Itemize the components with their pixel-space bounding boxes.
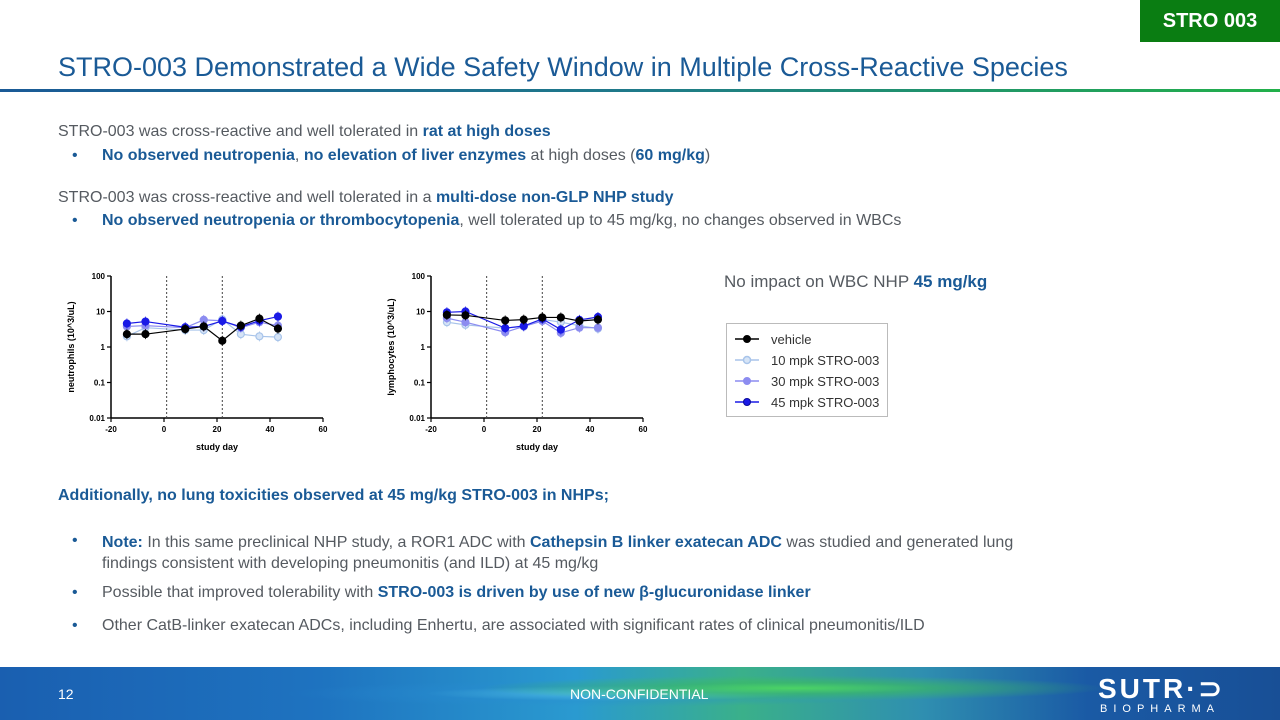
- svg-text:0.01: 0.01: [89, 414, 105, 423]
- page-title: STRO-003 Demonstrated a Wide Safety Wind…: [58, 52, 1068, 82]
- svg-text:lymphocytes (10^3/uL): lymphocytes (10^3/uL): [386, 298, 396, 395]
- svg-text:20: 20: [213, 425, 222, 434]
- svg-text:100: 100: [412, 272, 426, 281]
- wbc-caption: No impact on WBC NHP 45 mg/kg: [724, 272, 987, 292]
- svg-text:60: 60: [319, 425, 328, 434]
- svg-text:-20: -20: [105, 425, 117, 434]
- footer-banner: [0, 667, 1280, 720]
- text: In this same preclinical NHP study, a RO…: [142, 534, 530, 551]
- bold-text: No observed neutropenia or thrombocytope…: [102, 212, 460, 229]
- legend-item-30mpk: 30 mpk STRO-003: [735, 371, 879, 391]
- bold-text: Note:: [102, 534, 143, 551]
- svg-text:100: 100: [92, 272, 106, 281]
- lung-heading: Additionally, no lung toxicities observe…: [58, 487, 609, 504]
- bold-text: STRO-003 is driven by use of new β-glucu…: [377, 584, 811, 601]
- legend-marker-icon: [735, 398, 759, 406]
- bullet-dot: •: [72, 617, 78, 634]
- svg-text:10: 10: [416, 308, 425, 317]
- legend-item-45mpk: 45 mpk STRO-003: [735, 392, 879, 412]
- logo-subtitle: BIOPHARMA: [1100, 703, 1221, 715]
- text: Other CatB-linker exatecan ADCs, includi…: [102, 617, 925, 634]
- text: at high doses (: [526, 147, 636, 164]
- svg-text:0.1: 0.1: [94, 379, 106, 388]
- rat-lead-bold: rat at high doses: [422, 123, 551, 140]
- line-chart-svg: 0.01 0.1 1 10 100 -20 0 20 40 60 study day lymphocy…: [386, 272, 648, 452]
- product-tag: STRO 003: [1140, 0, 1280, 42]
- lymphocytes-chart: 0.01 0.1 1 10 100 -20 0 20 40 60 study day lymphocy…: [380, 265, 660, 465]
- svg-text:20: 20: [533, 425, 542, 434]
- wbc-caption-bold: 45 mg/kg: [913, 272, 988, 291]
- legend-marker-icon: [735, 377, 759, 385]
- neutrophils-chart: 0.01 0.1 1 10 100 -20 0 20 40 60 study day neutroph…: [60, 265, 340, 465]
- bullet-dot: •: [72, 212, 78, 229]
- bullet-dot: •: [72, 147, 78, 164]
- title-divider: [0, 89, 1280, 92]
- text: ,: [294, 147, 304, 164]
- line-chart-svg: 0.01 0.1 1 10 100 -20 0 20 40 60 study day neutroph…: [66, 272, 328, 452]
- text: , well tolerated up to 45 mg/kg, no chan…: [459, 212, 902, 229]
- text: was studied and generated lung: [781, 534, 1014, 551]
- text: ): [704, 147, 711, 164]
- sutro-logo: SUTR·⊃ BIOPHARMA: [1098, 673, 1226, 716]
- svg-text:0: 0: [162, 425, 167, 434]
- chart-legend: vehicle 10 mpk STRO-003 30 mpk STRO-003 …: [726, 323, 888, 417]
- bullet-dot: •: [72, 532, 78, 549]
- svg-text:0.1: 0.1: [414, 379, 426, 388]
- text: Possible that improved tolerability with: [102, 584, 378, 601]
- logo-wordmark: SUTR·⊃: [1098, 673, 1226, 704]
- rat-lead: STRO-003 was cross-reactive and well tol…: [58, 123, 551, 141]
- nhp-lead-bold: multi-dose non-GLP NHP study: [435, 189, 674, 206]
- nhp-lead: STRO-003 was cross-reactive and well tol…: [58, 189, 674, 207]
- rat-lead-text: STRO-003 was cross-reactive and well tol…: [58, 123, 423, 140]
- page-number: 12: [58, 686, 74, 702]
- svg-text:10: 10: [96, 308, 105, 317]
- svg-text:0.01: 0.01: [409, 414, 425, 423]
- svg-text:60: 60: [639, 425, 648, 434]
- nhp-lead-text: STRO-003 was cross-reactive and well tol…: [58, 189, 436, 206]
- legend-marker-icon: [735, 335, 759, 343]
- legend-label: 10 mpk STRO-003: [771, 352, 880, 368]
- svg-text:40: 40: [586, 425, 595, 434]
- legend-item-vehicle: vehicle: [735, 329, 811, 349]
- legend-label: 45 mpk STRO-003: [771, 394, 880, 410]
- svg-text:40: 40: [266, 425, 275, 434]
- bold-text: 60 mg/kg: [635, 147, 705, 164]
- text: findings consistent with developing pneu…: [102, 555, 599, 572]
- svg-text:study day: study day: [516, 442, 558, 452]
- bold-text: No observed neutropenia: [102, 147, 295, 164]
- svg-text:1: 1: [421, 343, 426, 352]
- svg-text:neutrophils (10^3/uL): neutrophils (10^3/uL): [66, 301, 76, 392]
- legend-marker-icon: [735, 355, 759, 365]
- bullet-dot: •: [72, 584, 78, 601]
- legend-label: 30 mpk STRO-003: [771, 373, 880, 389]
- bold-text: no elevation of liver enzymes: [303, 147, 527, 164]
- wbc-caption-text: No impact on WBC NHP: [724, 272, 914, 291]
- svg-text:0: 0: [482, 425, 487, 434]
- bold-text: Cathepsin B linker exatecan ADC: [530, 534, 782, 551]
- svg-text:1: 1: [101, 343, 106, 352]
- svg-text:study day: study day: [196, 442, 238, 452]
- legend-label: vehicle: [771, 331, 812, 347]
- confidentiality-label: NON-CONFIDENTIAL: [570, 686, 709, 702]
- legend-item-10mpk: 10 mpk STRO-003: [735, 350, 879, 370]
- svg-text:-20: -20: [425, 425, 437, 434]
